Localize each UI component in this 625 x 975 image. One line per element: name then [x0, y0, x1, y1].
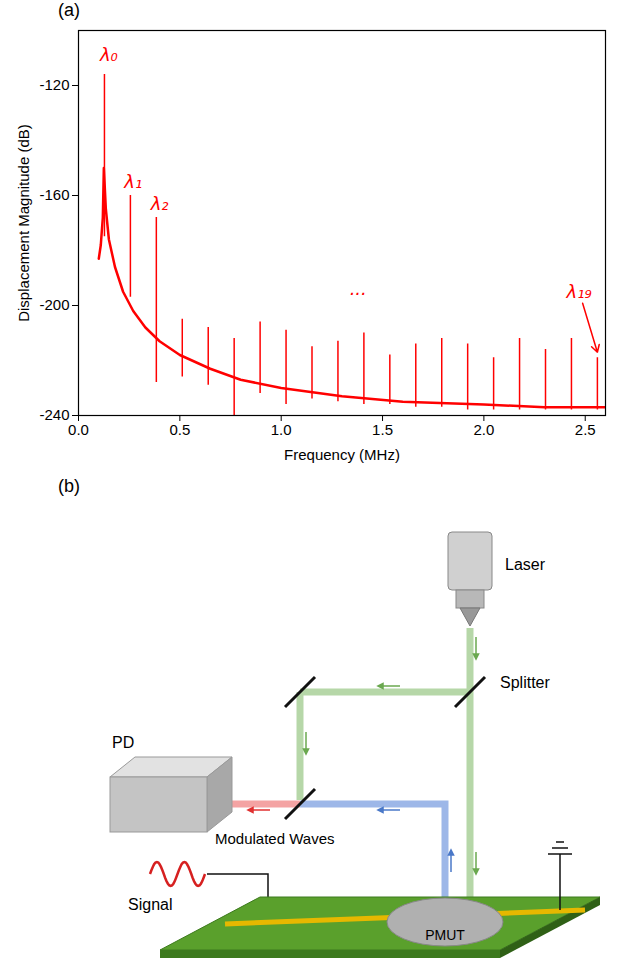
svg-text:2.5: 2.5: [575, 421, 596, 438]
svg-text:-200: -200: [39, 296, 69, 313]
svg-text:λ₂: λ₂: [150, 193, 169, 214]
svg-text:Displacement Magnitude (dB): Displacement Magnitude (dB): [15, 124, 32, 322]
svg-text:(b): (b): [58, 476, 80, 496]
svg-text:Splitter: Splitter: [500, 674, 550, 691]
svg-text:λ₁₉: λ₁₉: [566, 281, 592, 302]
svg-text:Laser: Laser: [505, 556, 546, 573]
svg-text:1.5: 1.5: [372, 421, 393, 438]
svg-text:-240: -240: [39, 406, 69, 423]
svg-text:λ₁: λ₁: [123, 171, 142, 192]
svg-text:...: ...: [350, 278, 367, 299]
svg-text:-120: -120: [39, 76, 69, 93]
svg-text:-160: -160: [39, 186, 69, 203]
svg-text:0.0: 0.0: [68, 421, 89, 438]
svg-text:Modulated Waves: Modulated Waves: [215, 830, 335, 847]
svg-text:PMUT: PMUT: [425, 927, 465, 943]
svg-text:2.0: 2.0: [473, 421, 494, 438]
svg-text:PD: PD: [112, 734, 134, 751]
svg-text:Signal: Signal: [128, 896, 172, 913]
html-text:(a): (a): [58, 0, 80, 20]
svg-text:1.0: 1.0: [271, 421, 292, 438]
svg-text:λ₀: λ₀: [99, 44, 118, 65]
svg-text:0.5: 0.5: [169, 421, 190, 438]
svg-text:Frequency (MHz): Frequency (MHz): [284, 446, 400, 463]
